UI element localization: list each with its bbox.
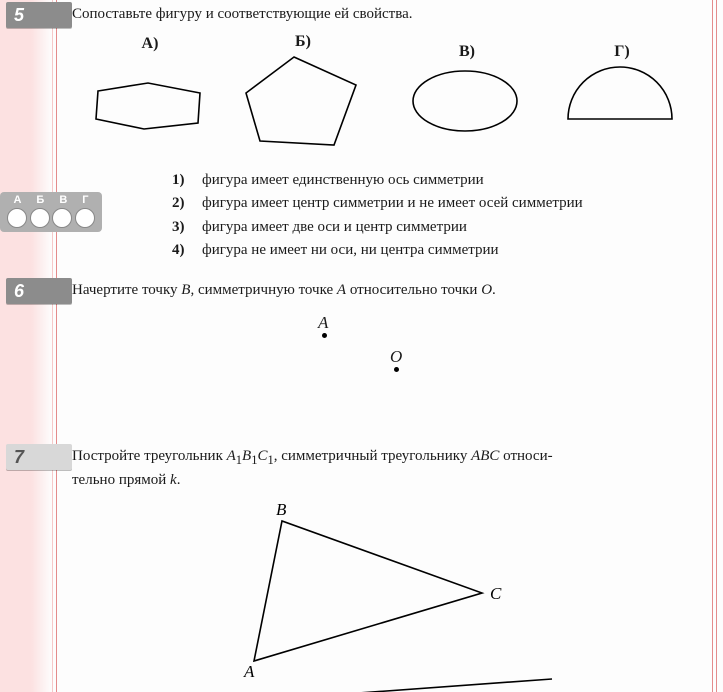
- vertex-a-label: A: [243, 662, 255, 681]
- figure-b-cell: Б): [224, 33, 382, 151]
- statement-2: 2) фигура имеет центр симметрии и не име…: [172, 192, 706, 215]
- statement-1-text: фигура имеет единственную ось симметрии: [202, 169, 484, 192]
- q7-B1: B: [242, 448, 251, 464]
- q7-C1: C: [257, 448, 267, 464]
- right-frame-b: [716, 0, 719, 692]
- hexagon-icon: [96, 83, 200, 129]
- q7-l2-b: .: [177, 472, 181, 488]
- answer-bubble-letters: А Б В Г: [6, 194, 96, 206]
- triangle-icon: [254, 521, 482, 661]
- figure-c-cell: В): [382, 43, 552, 141]
- statement-4-text: фигура не имеет ни оси, ни центра симмет…: [202, 239, 499, 262]
- statement-1: 1) фигура имеет единственную ось симметр…: [172, 169, 706, 192]
- figure-b-shape: [240, 51, 366, 151]
- q6-prompt-d: .: [492, 282, 496, 298]
- figure-a-shape: [90, 53, 210, 149]
- statement-1-num: 1): [172, 169, 202, 192]
- question-5-tab: 5: [6, 2, 72, 28]
- question-6: Начертите точку B, симметричную точке A …: [72, 280, 706, 405]
- question-5-number: 5: [14, 5, 24, 26]
- q6-prompt-b: , симметричную точке: [190, 282, 336, 298]
- semicircle-icon: [568, 67, 672, 119]
- statement-4: 4) фигура не имеет ни оси, ни центра сим…: [172, 239, 706, 262]
- question-5: Сопоставьте фигуру и соответствующие ей …: [72, 4, 706, 262]
- statement-2-num: 2): [172, 192, 202, 215]
- vertex-c-label: C: [490, 584, 502, 603]
- statement-3-text: фигура имеет две оси и центр симметрии: [202, 216, 467, 239]
- bubble-b[interactable]: [30, 208, 50, 228]
- bubble-letter-b: Б: [36, 194, 44, 206]
- question-7-prompt: Постройте треугольник A1B1C1, симметричн…: [72, 446, 706, 491]
- question-6-tab: 6: [6, 278, 72, 304]
- question-7-tab: 7: [6, 444, 72, 470]
- q7-l2-a: тельно прямой: [72, 472, 170, 488]
- question-7: Постройте треугольник A1B1C1, симметричн…: [72, 446, 706, 692]
- bubble-letter-a: А: [13, 194, 21, 206]
- bubble-letter-d: Г: [82, 194, 88, 206]
- pentagon-icon: [246, 57, 356, 145]
- statement-4-num: 4): [172, 239, 202, 262]
- q7-ABC: ABC: [471, 448, 499, 464]
- bubble-d[interactable]: [75, 208, 95, 228]
- answer-bubble-circles: [6, 208, 96, 228]
- question-5-prompt: Сопоставьте фигуру и соответствующие ей …: [72, 4, 706, 25]
- question-7-figure: A B C: [72, 491, 592, 692]
- bubble-a[interactable]: [7, 208, 27, 228]
- point-a-dot: [322, 333, 327, 338]
- question-6-area: A O: [72, 305, 672, 405]
- option-c-label: В): [459, 43, 475, 61]
- statement-3: 3) фигура имеет две оси и центр симметри…: [172, 216, 706, 239]
- point-o-dot: [394, 367, 399, 372]
- q6-prompt-c: относительно точки: [346, 282, 481, 298]
- point-a-label: A: [318, 313, 328, 333]
- question-7-number: 7: [14, 447, 24, 468]
- option-a-label: А): [142, 35, 159, 53]
- statement-3-num: 3): [172, 216, 202, 239]
- q7-l1-c: относи-: [499, 448, 552, 464]
- ellipse-icon: [413, 71, 517, 131]
- left-strip: [0, 0, 53, 692]
- figure-d-shape: [562, 61, 682, 141]
- q7-l1-a: Постройте треугольник: [72, 448, 227, 464]
- option-b-label: Б): [295, 33, 311, 51]
- question-6-number: 6: [14, 281, 24, 302]
- figure-c-shape: [405, 61, 529, 141]
- bubble-c[interactable]: [52, 208, 72, 228]
- q7-k: k: [170, 472, 177, 488]
- line-k-icon: [248, 679, 552, 692]
- point-o-label: O: [390, 347, 402, 367]
- q6-A: A: [337, 282, 346, 298]
- page: 5 Сопоставьте фигуру и соответствующие е…: [0, 0, 723, 692]
- option-d-label: Г): [614, 43, 630, 61]
- figure-d-cell: Г): [552, 43, 692, 141]
- left-frame: [56, 0, 59, 692]
- q6-prompt-a: Начертите точку: [72, 282, 181, 298]
- question-5-figures-row: А) Б) В) Г): [76, 33, 706, 151]
- answer-bubbles: А Б В Г: [0, 192, 102, 232]
- right-frame-a: [712, 0, 715, 692]
- question-5-statements: 1) фигура имеет единственную ось симметр…: [172, 169, 706, 262]
- statement-2-text: фигура имеет центр симметрии и не имеет …: [202, 192, 583, 215]
- q7-A1: A: [227, 448, 236, 464]
- question-6-prompt: Начертите точку B, симметричную точке A …: [72, 280, 706, 301]
- bubble-letter-c: В: [59, 194, 67, 206]
- q7-l1-b: , симметричный треугольнику: [274, 448, 471, 464]
- vertex-b-label: B: [276, 500, 287, 519]
- figure-a-cell: А): [76, 35, 224, 149]
- q6-O: O: [481, 282, 492, 298]
